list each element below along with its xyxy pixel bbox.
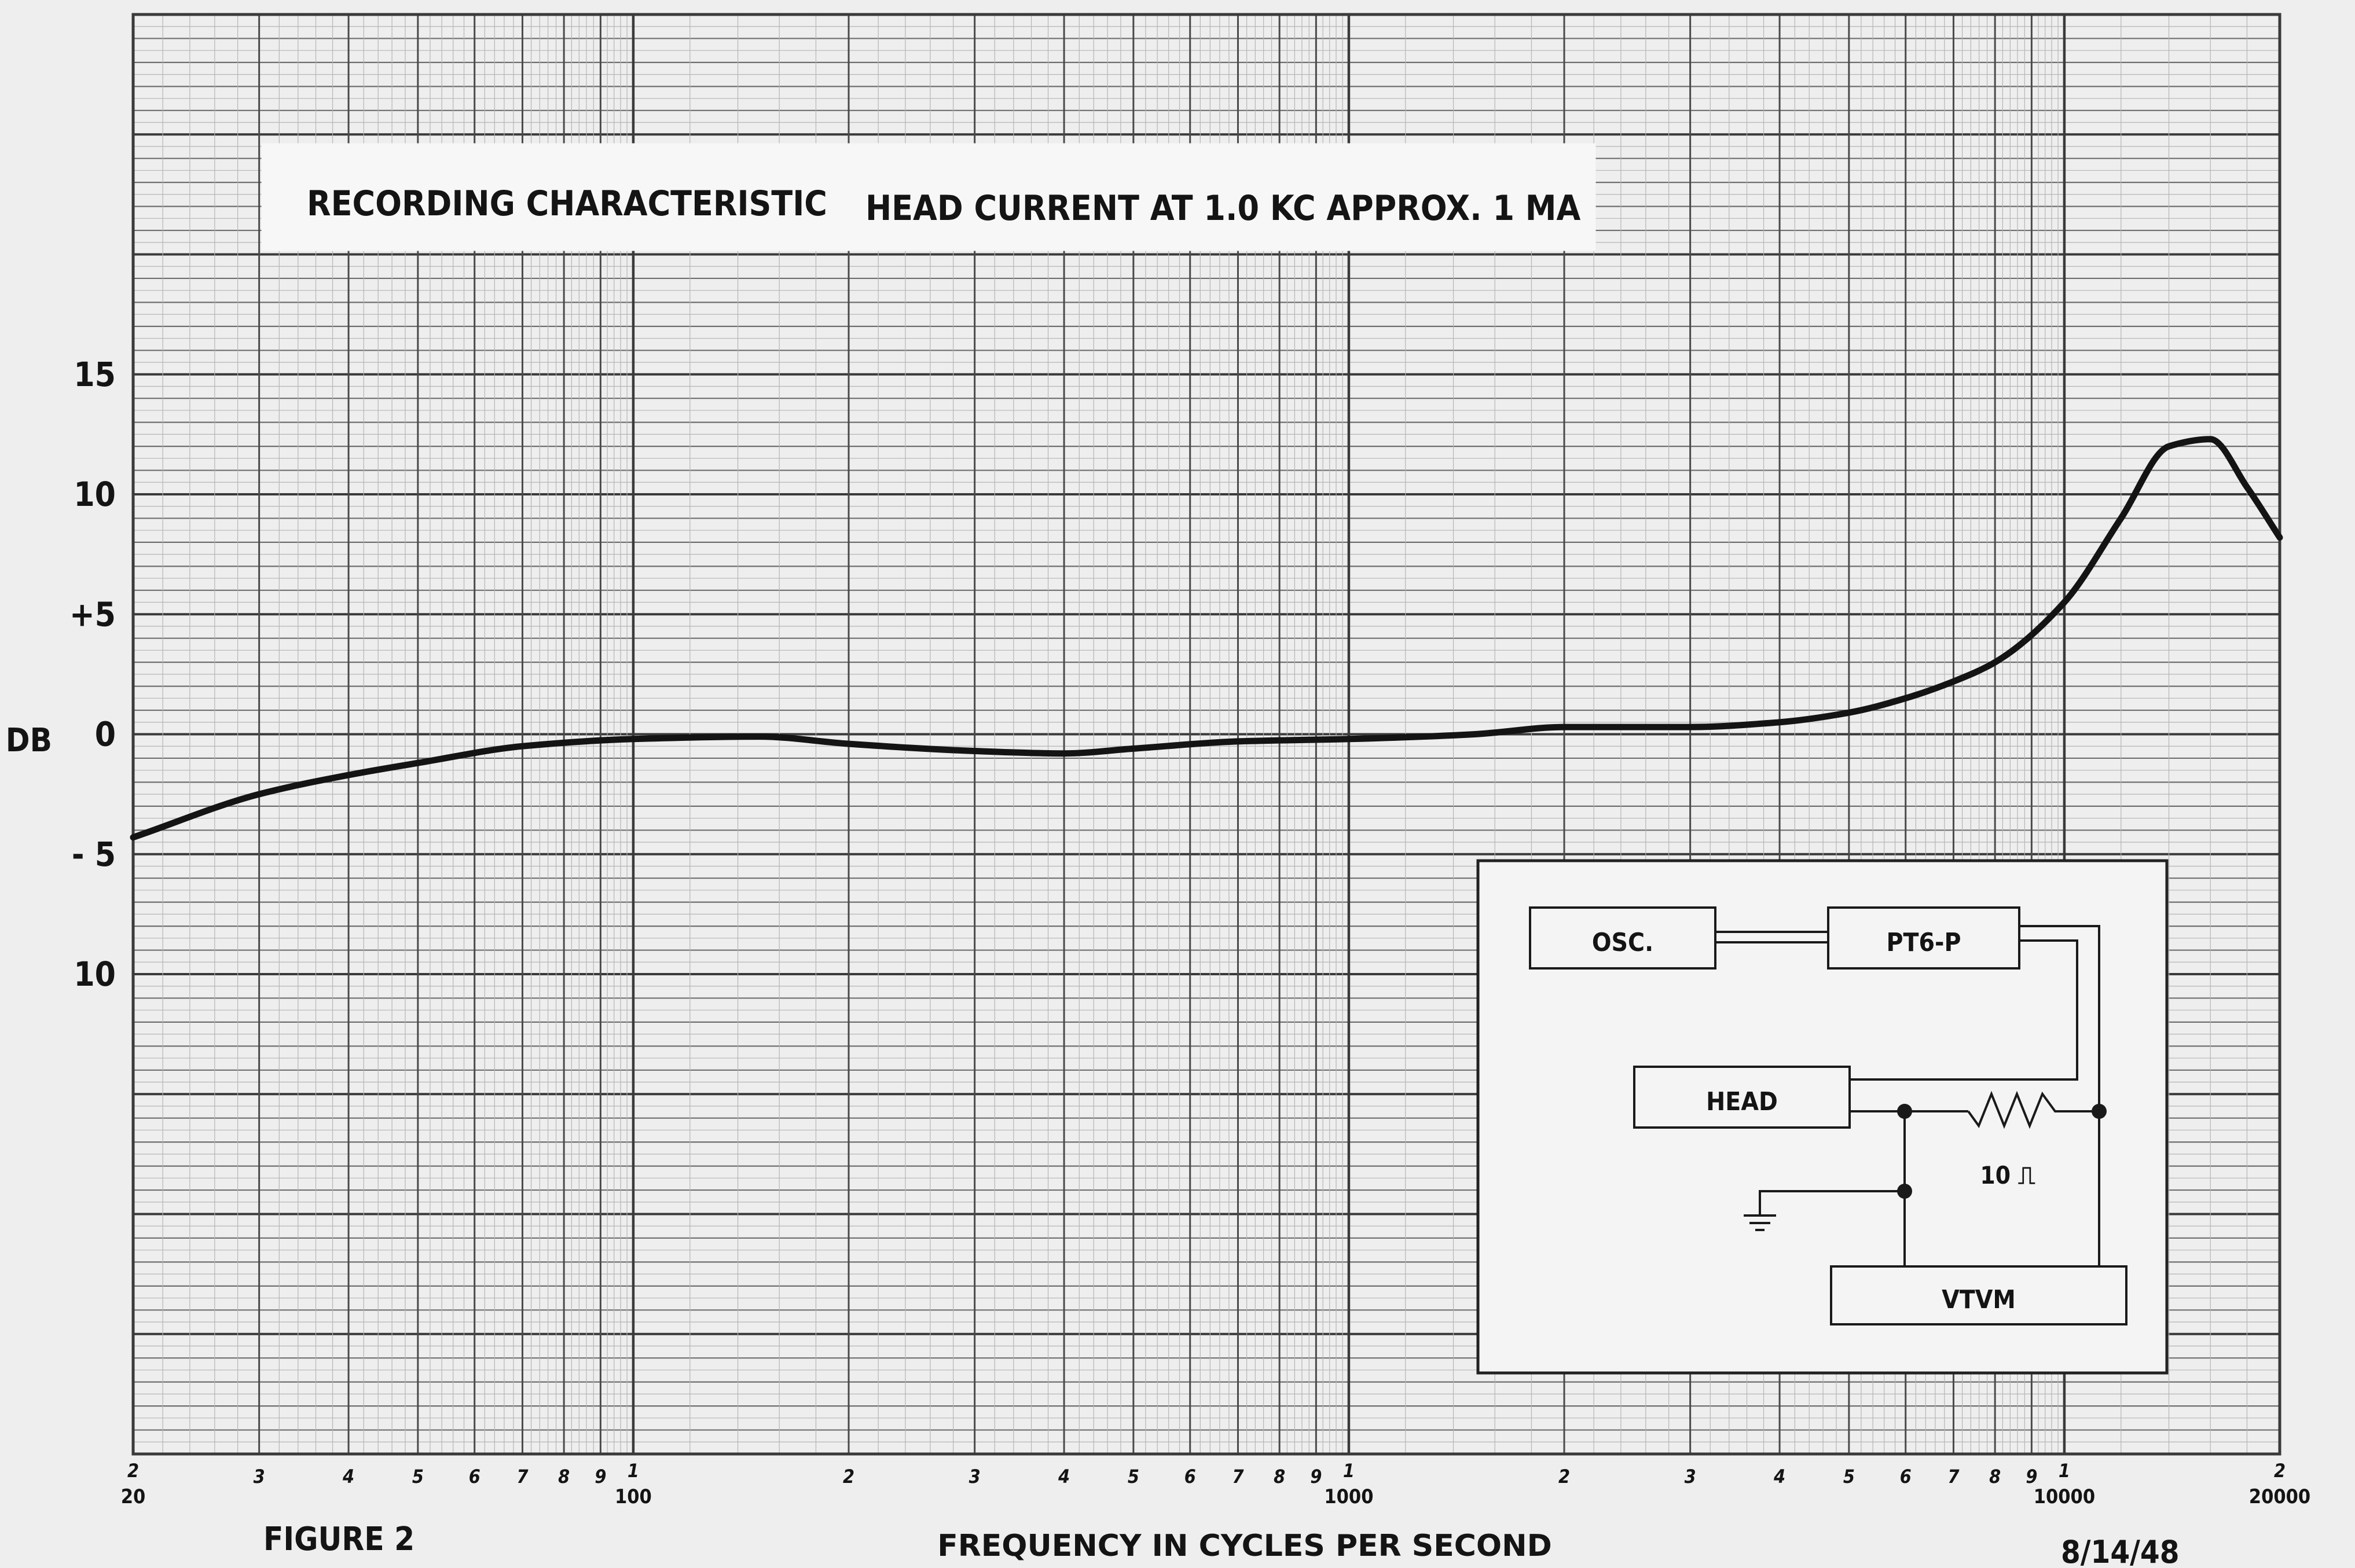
plot-frame — [131, 13, 2281, 1456]
test-circuit-inset: OSC. PT6-P HEAD VTVM 10 ⎍ — [1476, 859, 2169, 1375]
x-tick-digit-label: 2 — [1558, 1466, 1570, 1488]
vtvm-label: VTVM — [1942, 1285, 2016, 1314]
title-panel: RECORDING CHARACTERISTIC HEAD CURRENT AT… — [261, 143, 1596, 251]
pt6p-label: PT6-P — [1887, 928, 1961, 957]
x-tick-digit-label: 9 — [1310, 1466, 1322, 1488]
x-tick-digit-label: 9 — [595, 1466, 606, 1488]
pt6p-box — [1827, 906, 2020, 970]
x-tick-digit-label: 3 — [254, 1466, 265, 1488]
x-tick-digit-label: 5 — [1128, 1466, 1139, 1488]
y-tick-labels: 15 10 +5 0 - 5 10 — [69, 355, 116, 994]
head-ground-circuit — [1744, 1090, 2107, 1266]
x-tick-decade-label: 20000 — [2249, 1485, 2310, 1508]
vtvm-box — [1830, 1265, 2127, 1325]
x-tick-digit-label: 2 — [843, 1466, 854, 1488]
x-tick-digit-label: 3 — [1685, 1466, 1696, 1488]
x-tick-digit-label: 8 — [558, 1466, 570, 1488]
x-tick-labels: 3 4 5 6 7 8 9 2 3 4 5 6 7 8 9 2 3 4 5 6 7 8 9 2 20 1 100 1 1000 1 1000… — [121, 1460, 2311, 1508]
y-tick-label: 10 — [74, 475, 116, 514]
head-box — [1633, 1066, 1851, 1129]
osc-box — [1529, 906, 1716, 970]
x-tick-digit-label: 5 — [1843, 1466, 1855, 1488]
x-tick-digit-label: 9 — [2026, 1466, 2037, 1488]
x-tick-digit-label: 3 — [969, 1466, 981, 1488]
x-tick-digit-label: 4 — [342, 1466, 354, 1488]
x-tick-decade-label: 20 — [121, 1485, 146, 1508]
y-tick-label: 0 — [95, 715, 116, 754]
x-tick-digit-label: 6 — [1184, 1466, 1196, 1488]
osc-to-pt6p-wires — [1715, 931, 1828, 943]
x-tick-decade-label: 1000 — [1324, 1485, 1373, 1508]
pt6p-output-wires — [1850, 925, 2100, 1111]
junction-dot — [1897, 1184, 1912, 1199]
x-tick-digit-label: 6 — [1900, 1466, 1912, 1488]
x-tick-digit-label: 7 — [1947, 1466, 1959, 1488]
junction-dot — [1897, 1104, 1912, 1119]
x-tick-digit-label: 2 — [127, 1460, 139, 1482]
x-tick-digit-label: 1 — [2059, 1460, 2070, 1482]
y-tick-label: +5 — [69, 594, 116, 634]
resistor-symbol — [1967, 1090, 2099, 1129]
x-tick-digit-label: 8 — [1274, 1466, 1285, 1488]
y-tick-label: 15 — [74, 355, 116, 394]
y-tick-label: 10 — [74, 954, 116, 994]
osc-label: OSC. — [1592, 928, 1653, 957]
chart-title: RECORDING CHARACTERISTIC — [307, 183, 827, 224]
junction-dot — [2092, 1104, 2107, 1119]
resistor-label: 10 ⎍ — [1980, 1161, 2035, 1189]
x-tick-digit-label: 1 — [1343, 1460, 1355, 1482]
x-tick-decade-label: 10000 — [2034, 1485, 2095, 1508]
figure-label: FIGURE 2 — [263, 1521, 414, 1558]
x-axis-label: FREQUENCY IN CYCLES PER SECOND — [937, 1529, 1552, 1563]
curve-layer — [130, 436, 2283, 841]
x-tick-digit-label: 5 — [412, 1466, 424, 1488]
x-tick-digit-label: 7 — [516, 1466, 528, 1488]
x-tick-digit-label: 4 — [1773, 1466, 1785, 1488]
y-axis-label: DB — [6, 722, 52, 759]
title-box — [261, 143, 1596, 251]
date-stamp: 8/14/48 — [2061, 1534, 2180, 1568]
chart-subtitle: HEAD CURRENT AT 1.0 KC APPROX. 1 MA — [865, 188, 1581, 229]
head-label: HEAD — [1706, 1087, 1778, 1117]
x-tick-digit-label: 8 — [1989, 1466, 2001, 1488]
x-tick-digit-label: 6 — [469, 1466, 480, 1488]
x-tick-digit-label: 4 — [1058, 1466, 1070, 1488]
y-tick-label: - 5 — [72, 835, 116, 874]
x-tick-digit-label: 1 — [628, 1460, 639, 1482]
x-tick-digit-label: 7 — [1232, 1466, 1243, 1488]
x-tick-decade-label: 100 — [615, 1485, 652, 1508]
series-line — [130, 436, 2283, 841]
x-tick-digit-label: 2 — [2274, 1460, 2286, 1482]
